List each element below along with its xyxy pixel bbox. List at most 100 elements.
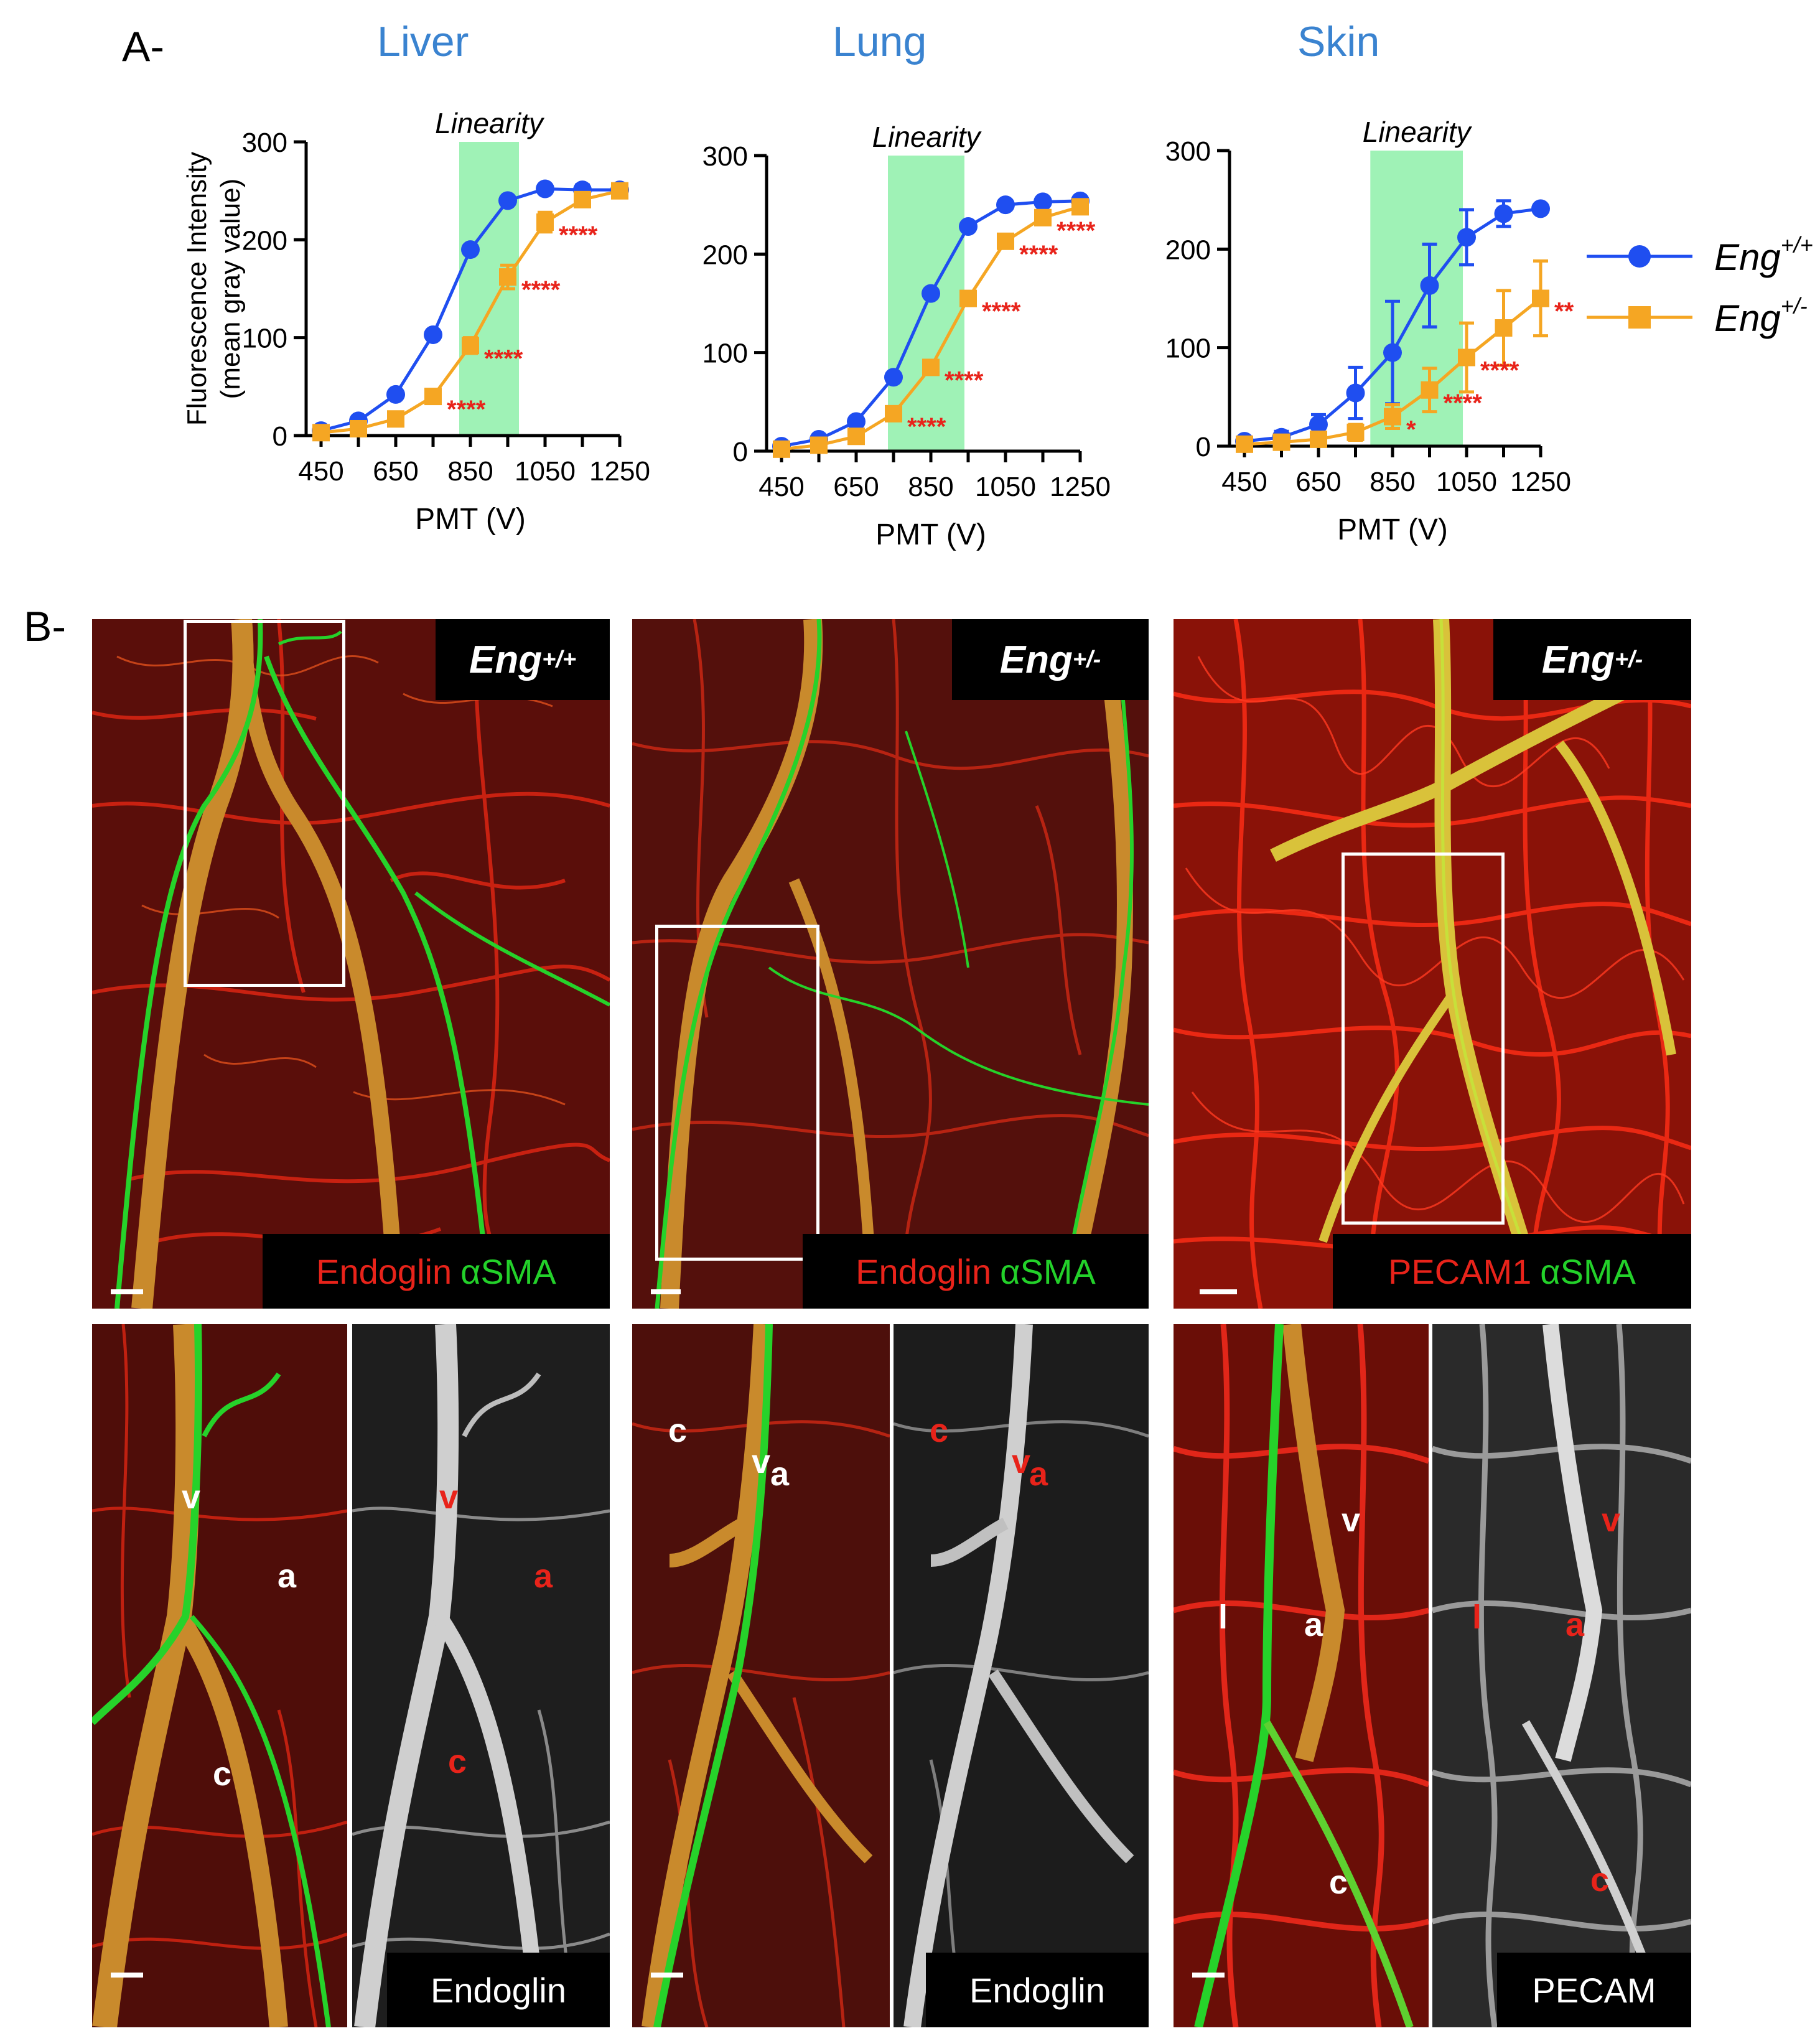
x-axis-label: PMT (V): [415, 503, 526, 536]
vessel-label-v: v: [439, 1478, 459, 1516]
vessel-image: [1174, 619, 1691, 1309]
data-point-wt: [461, 240, 480, 259]
data-point-het: [885, 404, 902, 423]
micrograph-lung-merge: [632, 619, 1149, 1309]
data-point-wt: [1346, 383, 1365, 403]
vessel-image: [92, 1324, 347, 2027]
gray-stain-label-liver: Endoglin: [387, 1953, 610, 2027]
x-tick-label: 850: [1370, 467, 1415, 497]
data-point-wt: [884, 368, 903, 387]
vessel-label-a: a: [1566, 1606, 1585, 1643]
data-point-het: [1421, 381, 1439, 399]
stain-label-skin: PECAM1 αSMA: [1333, 1234, 1691, 1309]
data-point-wt: [498, 191, 517, 210]
data-point-wt: [1457, 228, 1476, 247]
legend-marker-het: [1628, 306, 1651, 329]
significance-mark: ****: [484, 345, 523, 372]
stain-green-label: αSMA: [460, 1251, 556, 1291]
vessel-label-c: c: [213, 1755, 232, 1793]
chart-lung: Lung Linearity 0 100 200 300 450 650 850 1050 1250…: [702, 18, 1111, 551]
significance-mark: **: [1554, 298, 1574, 325]
linearity-band: [1370, 151, 1463, 446]
vessel-label-a: a: [278, 1558, 297, 1595]
data-point-wt: [996, 195, 1015, 215]
chart-title: Lung: [833, 18, 926, 65]
x-tick-label: 850: [447, 456, 493, 487]
scale-bar: [111, 1289, 143, 1294]
vessel-label-c: c: [448, 1743, 467, 1780]
vessel-label-v: v: [1342, 1502, 1361, 1539]
zoom-liver-merge: [92, 1324, 347, 2027]
x-tick-label: 450: [1221, 467, 1267, 497]
significance-mark: ****: [559, 222, 598, 249]
data-point-het: [1458, 348, 1475, 367]
y-tick-label: 0: [273, 421, 287, 452]
linearity-label: Linearity: [1363, 116, 1473, 148]
significance-mark: ****: [521, 276, 561, 304]
x-tick-label: 1250: [1050, 472, 1111, 502]
genotype-sup: +/-: [1072, 646, 1101, 673]
genotype-tag-lung: Eng +/-: [952, 619, 1149, 700]
data-point-het: [1532, 289, 1549, 307]
genotype-sup: +/+: [542, 646, 577, 673]
x-tick-label: 1050: [975, 472, 1036, 502]
panel-b-letter: B-: [24, 603, 66, 650]
data-point-wt: [1383, 343, 1402, 362]
data-point-het: [424, 388, 442, 406]
zoom-lung-gray: [894, 1324, 1149, 2027]
x-tick-label: 1050: [1436, 467, 1497, 497]
zoom-box-skin: [1342, 852, 1505, 1225]
data-point-het: [773, 440, 790, 458]
zoom-box-liver: [184, 620, 345, 987]
y-axis-label: Fluorescence Intensity: [182, 152, 212, 426]
gray-stain-label-skin: PECAM: [1497, 1953, 1691, 2027]
vessel-label-c: c: [1329, 1864, 1348, 1901]
vessel-label-a: a: [770, 1455, 790, 1493]
y-tick-label: 200: [702, 240, 748, 270]
data-point-wt: [1531, 199, 1550, 218]
vessel-label-l: l: [1472, 1599, 1482, 1636]
x-axis-label: PMT (V): [1337, 513, 1448, 546]
data-point-wt: [424, 325, 442, 344]
x-tick-label: 1250: [1510, 467, 1571, 497]
linearity-label: Linearity: [435, 107, 545, 139]
data-point-het: [536, 213, 554, 231]
y-tick-label: 0: [1196, 432, 1211, 462]
vessel-label-c: c: [668, 1412, 688, 1449]
gray-stain-label-lung: Endoglin: [926, 1953, 1149, 2027]
data-point-wt: [847, 412, 866, 431]
x-tick-label: 1050: [515, 456, 576, 487]
y-tick-label: 0: [733, 437, 748, 467]
vessel-image: [1432, 1324, 1691, 2027]
data-point-het: [1495, 319, 1513, 337]
linearity-label: Linearity: [872, 121, 982, 153]
vessel-image: [352, 1324, 610, 2027]
stain-label-liver: Endoglin αSMA: [263, 1234, 610, 1309]
significance-mark: ****: [945, 367, 984, 394]
significance-mark: ****: [982, 298, 1021, 325]
data-point-het: [1310, 430, 1327, 448]
data-point-het: [312, 424, 330, 442]
vessel-label-v: v: [752, 1443, 771, 1480]
x-axis-label: PMT (V): [875, 518, 986, 551]
significance-mark: *: [1406, 416, 1416, 444]
stain-red-label: Endoglin: [856, 1251, 992, 1291]
y-axis-label: (mean gray value): [215, 179, 246, 399]
vessel-label-v: v: [1602, 1502, 1621, 1539]
y-tick-label: 200: [1165, 235, 1211, 265]
panel-a-letter: A-: [122, 23, 164, 70]
vessel-label-a: a: [534, 1558, 553, 1595]
data-point-het: [959, 289, 977, 307]
stain-red-label: PECAM1: [1388, 1251, 1532, 1291]
legend-label-wt: Eng+/+: [1714, 232, 1813, 278]
data-point-wt: [1309, 415, 1328, 434]
y-tick-label: 300: [242, 128, 287, 158]
vessel-label-a: a: [1029, 1455, 1048, 1493]
data-point-wt: [1034, 192, 1052, 212]
x-tick-label: 650: [1295, 467, 1341, 497]
y-tick-label: 300: [702, 141, 748, 172]
zoom-skin-gray: [1432, 1324, 1691, 2027]
significance-mark: ****: [907, 413, 946, 441]
chart-liver: Liver Linearity 0 100 200 300 450 650 850 1050 125…: [182, 18, 650, 536]
